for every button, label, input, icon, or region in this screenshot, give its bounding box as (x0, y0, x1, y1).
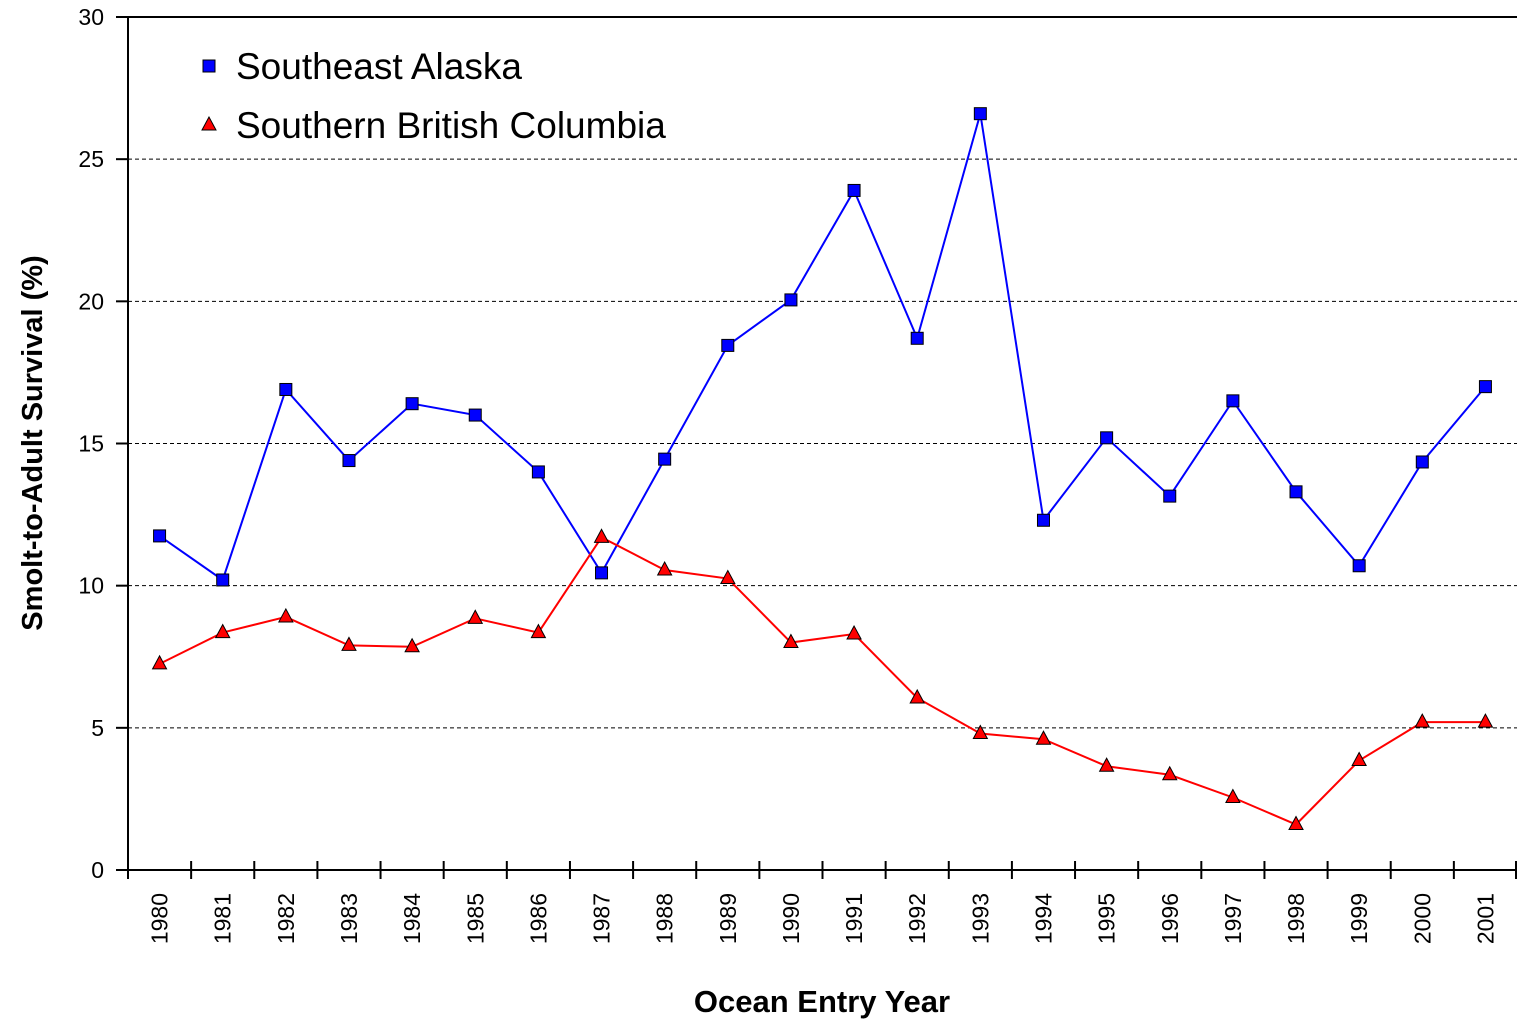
x-tick-label: 1997 (1220, 893, 1246, 944)
y-tick-label: 10 (78, 573, 104, 599)
data-point (719, 569, 736, 585)
x-tick-label: 1987 (589, 893, 615, 944)
data-point (468, 408, 482, 422)
data-point (1163, 489, 1177, 503)
data-point (531, 465, 545, 479)
x-tick-label: 2001 (1472, 893, 1498, 944)
data-point (847, 183, 861, 197)
data-point (593, 528, 610, 543)
x-tick-label: 1989 (715, 893, 741, 944)
y-tick-label: 5 (91, 715, 104, 741)
data-point (1098, 757, 1115, 772)
x-tick-label: 2000 (1409, 893, 1435, 944)
y-tick-label: 30 (78, 4, 104, 30)
data-point (784, 293, 798, 307)
data-point (153, 529, 167, 543)
y-tick-label: 0 (91, 857, 104, 883)
data-point (279, 382, 293, 396)
x-axis-label: Ocean Entry Year (694, 984, 950, 1019)
y-tick-label: 20 (78, 288, 104, 314)
data-point (973, 107, 987, 121)
data-point (1288, 815, 1304, 831)
data-point (278, 607, 294, 623)
x-tick-label: 1992 (904, 893, 930, 944)
data-point (1414, 713, 1431, 728)
data-point (1415, 455, 1429, 469)
data-point (721, 338, 735, 352)
x-tick-label: 1998 (1283, 893, 1309, 944)
data-point (216, 573, 230, 587)
y-axis-label: Smolt-to-Adult Survival (%) (17, 255, 49, 630)
x-tick-label: 1986 (525, 893, 551, 944)
data-point (1100, 431, 1114, 445)
x-tick-label: 1993 (967, 893, 993, 944)
legend-marker (202, 59, 216, 73)
data-point (909, 688, 926, 704)
data-point (1225, 788, 1241, 803)
y-tick-label: 15 (78, 431, 104, 457)
x-tick-label: 1983 (336, 893, 362, 944)
x-tick-label: 1985 (462, 893, 488, 944)
legend-marker (201, 115, 217, 131)
data-point (1036, 513, 1050, 527)
data-point (658, 452, 672, 466)
data-point (910, 331, 924, 345)
series-line (159, 536, 1486, 826)
data-point (467, 609, 484, 624)
data-point (1035, 730, 1052, 745)
data-point (656, 560, 673, 576)
data-point (1352, 559, 1366, 573)
x-tick-label: 1995 (1094, 893, 1120, 944)
data-point (783, 633, 799, 649)
series-line (158, 113, 1487, 582)
data-point (1351, 751, 1367, 767)
x-tick-label: 1988 (652, 893, 678, 944)
x-tick-label: 1990 (778, 893, 804, 944)
x-tick-label: 1996 (1157, 893, 1183, 944)
data-point (595, 566, 609, 580)
data-point (846, 624, 862, 640)
x-tick-label: 1981 (210, 893, 236, 944)
data-point (1289, 485, 1303, 499)
data-point (1478, 380, 1492, 394)
data-point (1477, 713, 1494, 728)
data-point (342, 454, 356, 468)
x-tick-label: 1982 (273, 893, 299, 944)
data-point (151, 654, 168, 670)
data-point (404, 637, 420, 653)
x-tick-label: 1984 (399, 893, 425, 944)
data-point (972, 724, 989, 740)
data-point (214, 623, 231, 639)
x-tick-label: 1980 (147, 893, 173, 944)
x-tick-label: 1999 (1346, 893, 1372, 944)
data-point (1161, 765, 1178, 781)
legend-label: Southeast Alaska (236, 46, 522, 87)
data-point (530, 623, 547, 639)
x-tick-label: 1994 (1030, 893, 1056, 944)
data-point (405, 397, 419, 411)
legend-label: Southern British Columbia (236, 105, 666, 146)
x-tick-label: 1991 (841, 893, 867, 944)
data-point (341, 636, 357, 651)
data-point (1226, 394, 1240, 408)
y-tick-label: 25 (78, 146, 104, 172)
